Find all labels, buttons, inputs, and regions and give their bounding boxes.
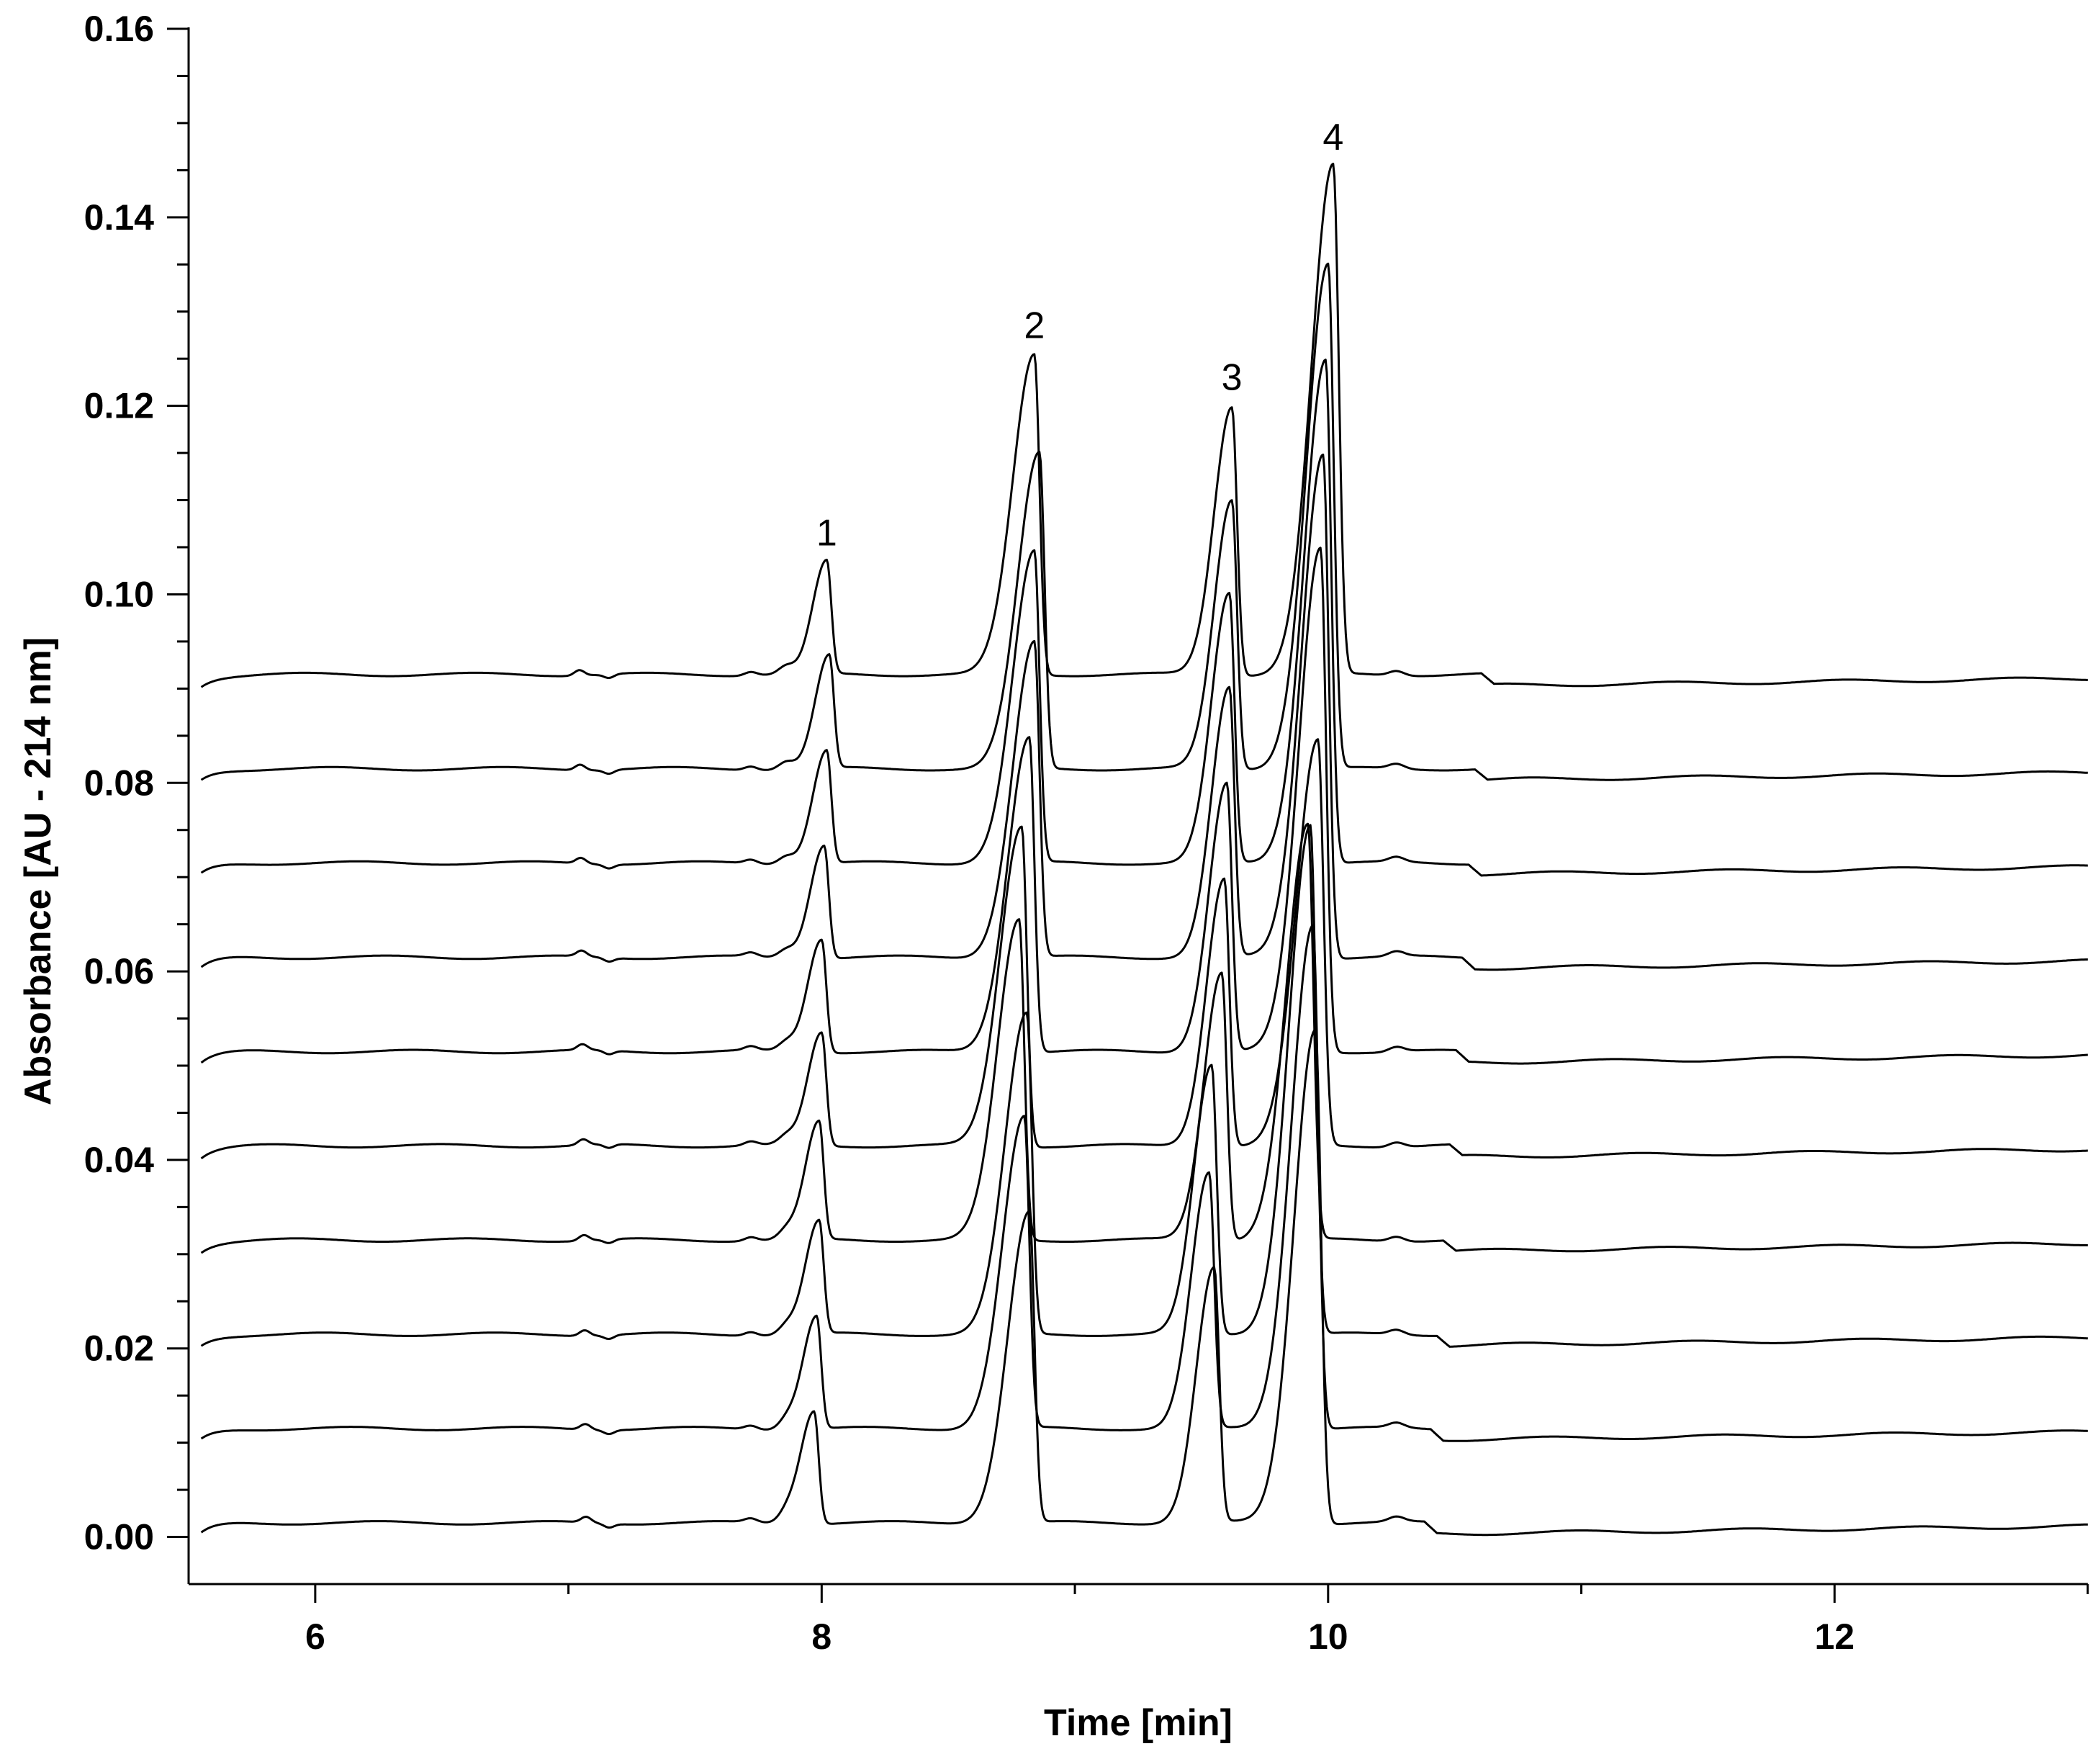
trace-7 — [200, 453, 2088, 971]
peak-label-1: 1 — [816, 513, 837, 554]
y-tick-label: 0.12 — [84, 386, 154, 426]
y-tick-label: 0.16 — [84, 9, 154, 49]
trace-3 — [200, 824, 2088, 1348]
trace-2 — [200, 924, 2088, 1442]
x-tick-label: 6 — [305, 1616, 325, 1657]
peak-labels: 1 2 3 4 — [816, 117, 1343, 554]
y-tick-label: 0.10 — [84, 574, 154, 614]
y-tick-label: 0.04 — [84, 1140, 155, 1180]
x-tick-label: 12 — [1814, 1616, 1855, 1657]
trace-8 — [200, 359, 2088, 877]
y-tick-label: 0.08 — [84, 763, 154, 803]
peak-label-4: 4 — [1322, 117, 1343, 158]
x-tick-label: 8 — [811, 1616, 832, 1657]
x-tick-label: 10 — [1308, 1616, 1348, 1657]
trace-9 — [200, 262, 2088, 781]
trace-10 — [200, 163, 2088, 688]
y-axis-title: Absorbance [AU - 214 nm] — [17, 637, 59, 1105]
trace-1 — [200, 1028, 2088, 1537]
y-tick-label: 0.02 — [84, 1328, 154, 1369]
trace-6 — [200, 547, 2088, 1065]
y-tick-label: 0.14 — [84, 197, 155, 238]
y-tick-label: 0.00 — [84, 1517, 154, 1557]
trace-5 — [200, 738, 2088, 1160]
peak-label-2: 2 — [1024, 305, 1045, 347]
x-axis-title: Time [min] — [1044, 1702, 1232, 1744]
traces — [200, 163, 2088, 1537]
axes: 0.00 0.02 0.04 0.06 0.08 0.10 0.12 0.14 0.16 6 8 10… — [84, 9, 2089, 1657]
peak-label-3: 3 — [1222, 357, 1243, 399]
y-tick-label: 0.06 — [84, 951, 154, 991]
trace-4 — [200, 822, 2088, 1254]
